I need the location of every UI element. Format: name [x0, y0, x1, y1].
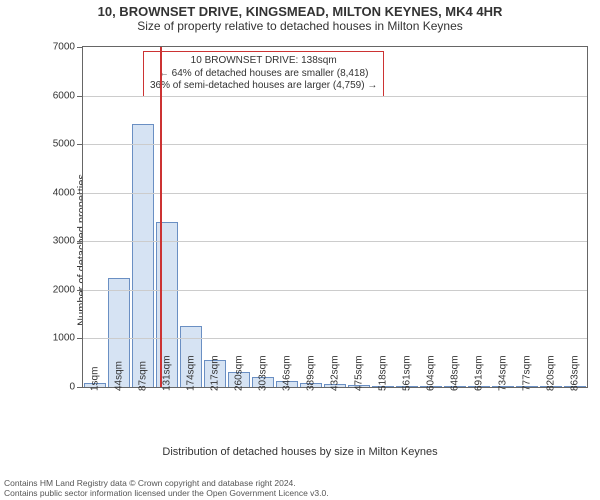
- annotation-line2: ← 64% of detached houses are smaller (8,…: [150, 68, 377, 81]
- y-tick-label: 0: [69, 382, 83, 393]
- x-tick-label: 648sqm: [450, 353, 461, 391]
- bar-slot: 648sqm: [443, 47, 467, 387]
- x-tick-label: 303sqm: [258, 353, 269, 391]
- chart-area: 1sqm44sqm87sqm131sqm174sqm217sqm260sqm30…: [48, 42, 592, 438]
- gridline: [83, 144, 587, 145]
- reference-line: [160, 47, 162, 387]
- x-tick-label: 131sqm: [162, 353, 173, 391]
- bar-slot: 87sqm: [131, 47, 155, 387]
- bar-slot: 777sqm: [515, 47, 539, 387]
- x-tick-label: 863sqm: [570, 353, 581, 391]
- y-tick-label: 1000: [53, 333, 83, 344]
- footer-line1: Contains HM Land Registry data © Crown c…: [4, 478, 596, 488]
- x-tick-label: 604sqm: [426, 353, 437, 391]
- y-tick-label: 7000: [53, 42, 83, 53]
- x-tick-label: 87sqm: [138, 359, 149, 391]
- annotation-line1: 10 BROWNSET DRIVE: 138sqm: [150, 55, 377, 68]
- gridline: [83, 193, 587, 194]
- bar-slot: 561sqm: [395, 47, 419, 387]
- x-tick-label: 260sqm: [234, 353, 245, 391]
- x-tick-label: 734sqm: [498, 353, 509, 391]
- bar-slot: 604sqm: [419, 47, 443, 387]
- x-tick-label: 561sqm: [402, 353, 413, 391]
- bar-slot: 174sqm: [179, 47, 203, 387]
- bar-slot: 131sqm: [155, 47, 179, 387]
- bar-slot: 44sqm: [107, 47, 131, 387]
- gridline: [83, 338, 587, 339]
- bar-slot: 346sqm: [275, 47, 299, 387]
- y-tick-label: 5000: [53, 139, 83, 150]
- bar-slot: 1sqm: [83, 47, 107, 387]
- bar-slot: 217sqm: [203, 47, 227, 387]
- x-tick-label: 777sqm: [522, 353, 533, 391]
- x-tick-label: 691sqm: [474, 353, 485, 391]
- annotation-box: 10 BROWNSET DRIVE: 138sqm ← 64% of detac…: [143, 51, 384, 97]
- footer-attribution: Contains HM Land Registry data © Crown c…: [4, 478, 596, 498]
- bar-slot: 518sqm: [371, 47, 395, 387]
- y-tick-label: 6000: [53, 90, 83, 101]
- histogram-bar: [132, 124, 154, 387]
- bar-slot: 389sqm: [299, 47, 323, 387]
- bar-slot: 734sqm: [491, 47, 515, 387]
- gridline: [83, 96, 587, 97]
- plot-area: 1sqm44sqm87sqm131sqm174sqm217sqm260sqm30…: [82, 46, 588, 388]
- x-tick-label: 475sqm: [354, 353, 365, 391]
- chart-title-address: 10, BROWNSET DRIVE, KINGSMEAD, MILTON KE…: [0, 0, 600, 19]
- x-tick-label: 44sqm: [114, 359, 125, 391]
- x-tick-label: 346sqm: [282, 353, 293, 391]
- annotation-line3: 36% of semi-detached houses are larger (…: [150, 80, 377, 93]
- bars-container: 1sqm44sqm87sqm131sqm174sqm217sqm260sqm30…: [83, 47, 587, 387]
- bar-slot: 432sqm: [323, 47, 347, 387]
- y-tick-label: 4000: [53, 187, 83, 198]
- bar-slot: 863sqm: [563, 47, 587, 387]
- gridline: [83, 241, 587, 242]
- x-tick-label: 820sqm: [546, 353, 557, 391]
- bar-slot: 691sqm: [467, 47, 491, 387]
- x-tick-label: 217sqm: [210, 353, 221, 391]
- x-tick-label: 1sqm: [90, 365, 101, 391]
- bar-slot: 260sqm: [227, 47, 251, 387]
- x-tick-label: 432sqm: [330, 353, 341, 391]
- gridline: [83, 290, 587, 291]
- x-tick-label: 389sqm: [306, 353, 317, 391]
- bar-slot: 475sqm: [347, 47, 371, 387]
- bar-slot: 820sqm: [539, 47, 563, 387]
- x-axis-label: Distribution of detached houses by size …: [0, 446, 600, 458]
- y-tick-label: 2000: [53, 284, 83, 295]
- footer-line2: Contains public sector information licen…: [4, 488, 596, 498]
- y-tick-label: 3000: [53, 236, 83, 247]
- chart-title-subtitle: Size of property relative to detached ho…: [0, 19, 600, 35]
- bar-slot: 303sqm: [251, 47, 275, 387]
- x-tick-label: 174sqm: [186, 353, 197, 391]
- x-tick-label: 518sqm: [378, 353, 389, 391]
